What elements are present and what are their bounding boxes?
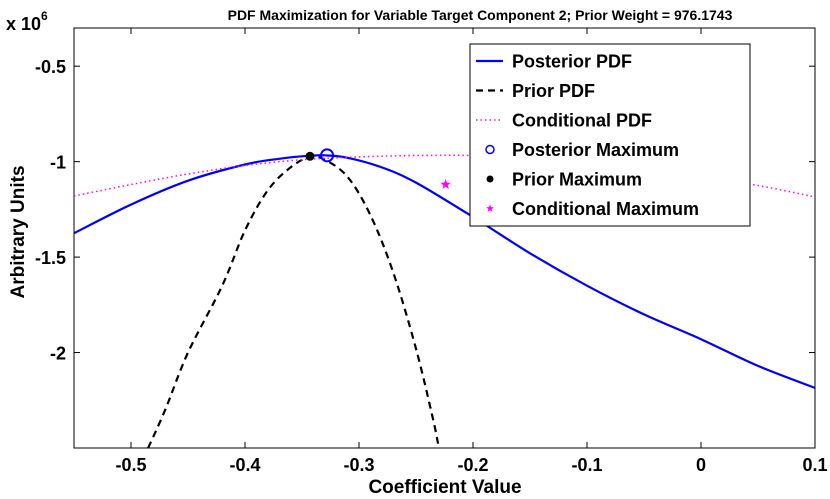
legend-label: Conditional Maximum [512, 199, 699, 219]
marker-prior-maximum [305, 151, 315, 161]
x-tick-label: 0 [696, 455, 706, 475]
x-tick-label: -0.5 [115, 455, 146, 475]
x-axis-label: Coefficient Value [368, 477, 521, 498]
legend-label: Prior PDF [512, 81, 595, 101]
legend-box [469, 43, 751, 227]
y-multiplier: x 106 [6, 9, 48, 34]
legend: Posterior PDF Prior PDF Conditional PDF Pos… [469, 43, 751, 227]
plot-frame [73, 27, 816, 449]
y-tick-label: -1 [50, 153, 66, 173]
legend-swatch [486, 204, 494, 212]
legend-label: Posterior Maximum [512, 140, 679, 160]
legend-label: Conditional PDF [512, 111, 652, 131]
legend-label: Prior Maximum [512, 170, 642, 190]
series-line-posterior-pdf [74, 154, 815, 389]
x-tick-label: -0.1 [571, 455, 602, 475]
series-line-prior-pdf [147, 155, 440, 448]
legend-swatch [486, 175, 494, 183]
x-tick-label: -0.3 [343, 455, 374, 475]
legend-item: Conditional Maximum [486, 199, 699, 219]
marker-posterior-maximum [320, 148, 335, 163]
x-tick-label: -0.2 [457, 455, 488, 475]
legend-item: Prior Maximum [486, 170, 642, 190]
y-axis: -2 -1.5 -1 -0.5 [35, 57, 815, 364]
y-multiplier-base: x 10 [6, 14, 41, 34]
x-tick-label: -0.4 [229, 455, 260, 475]
legend-item: Conditional PDF [476, 111, 652, 131]
marker-conditional-maximum [440, 179, 451, 189]
y-multiplier-exponent: 6 [41, 9, 48, 23]
legend-label: Posterior PDF [512, 52, 632, 72]
y-tick-label: -2 [50, 344, 66, 364]
chart-title: PDF Maximization for Variable Target Com… [228, 7, 733, 23]
y-tick-label: -0.5 [35, 57, 66, 77]
legend-item: Posterior Maximum [485, 140, 679, 160]
x-tick-label: 0.1 [802, 455, 827, 475]
y-axis-label: Arbitrary Units [8, 165, 29, 298]
legend-item: Posterior PDF [476, 52, 632, 72]
legend-item: Prior PDF [476, 81, 595, 101]
legend-swatch [485, 144, 495, 155]
x-axis: -0.5 -0.4 -0.3 -0.2 -0.1 0 0.1 [115, 28, 828, 475]
y-tick-label: -1.5 [35, 248, 66, 268]
